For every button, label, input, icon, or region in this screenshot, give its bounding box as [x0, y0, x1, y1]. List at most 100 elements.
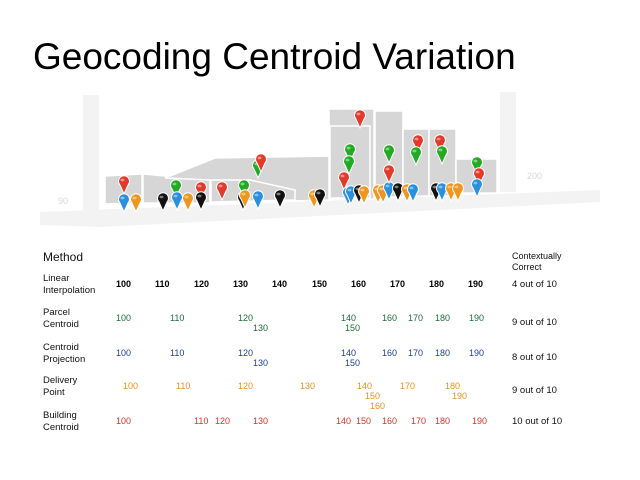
- method-label-line1: Parcel: [43, 307, 70, 318]
- right-address-label: 200: [527, 171, 542, 181]
- address-value: 170: [408, 313, 424, 323]
- address-value: 110: [155, 279, 170, 289]
- address-value: 140: [357, 381, 373, 391]
- contextually-correct-score: 9 out of 10: [512, 385, 557, 396]
- linear-pin-icon: [157, 192, 169, 213]
- contextually-correct-score: 4 out of 10: [512, 279, 557, 290]
- address-value: 130: [253, 416, 269, 426]
- building-pin-icon: [473, 167, 485, 188]
- address-value: 170: [411, 416, 427, 426]
- delivery-pin-icon: [452, 182, 464, 203]
- address-value: 120: [238, 381, 254, 391]
- method-label: Building Centroid: [43, 410, 79, 434]
- method-label-line2: Projection: [43, 354, 86, 365]
- address-value: 150: [365, 391, 381, 401]
- address-value: 190: [469, 313, 485, 323]
- method-label: Centroid Projection: [43, 342, 85, 366]
- delivery-pin-icon: [130, 193, 142, 214]
- address-value: 160: [382, 313, 398, 323]
- method-label-line1: Building: [43, 410, 77, 421]
- slide-title: Geocoding Centroid Variation: [33, 36, 516, 77]
- address-value: 160: [351, 279, 367, 289]
- building-pin-icon: [434, 134, 446, 155]
- building-pin-icon: [216, 181, 228, 202]
- address-value: 120: [215, 416, 231, 426]
- method-header: Method: [43, 250, 84, 264]
- address-value: 180: [435, 313, 451, 323]
- method-label-line2: Centroid: [43, 319, 79, 330]
- method-label-line1: Delivery: [43, 375, 78, 386]
- parcel-pin-icon: [383, 144, 395, 165]
- address-value: 130: [253, 323, 269, 333]
- address-value: 190: [452, 391, 468, 401]
- parcel-pin-icon: [410, 146, 422, 167]
- address-value: 170: [400, 381, 416, 391]
- address-value: 150: [345, 323, 361, 333]
- method-label-line2: Centroid: [43, 422, 79, 433]
- address-value: 100: [123, 381, 139, 391]
- address-value: 170: [408, 348, 424, 358]
- address-value: 120: [238, 313, 254, 323]
- building-pin-icon: [412, 134, 424, 155]
- method-label-line2: Point: [43, 387, 65, 398]
- address-value: 140: [341, 348, 357, 358]
- projection-pin-icon: [171, 191, 183, 212]
- address-value: 130: [233, 279, 249, 289]
- building-pin-icon: [195, 181, 207, 202]
- left-address-label: 90: [58, 196, 68, 206]
- parcel-pin-icon: [343, 155, 355, 176]
- address-value: 180: [435, 348, 451, 358]
- parcel-pin-icon: [436, 145, 448, 166]
- building-pin-icon: [338, 171, 350, 192]
- address-value: 120: [238, 348, 254, 358]
- address-value: 140: [341, 313, 357, 323]
- method-label-line1: Linear: [43, 273, 70, 284]
- contextually-correct-score: 9 out of 10: [512, 317, 557, 328]
- address-value: 190: [469, 348, 485, 358]
- address-value: 110: [170, 348, 185, 358]
- linear-pin-icon: [274, 189, 286, 210]
- delivery-pin-icon: [358, 185, 370, 206]
- address-value: 170: [390, 279, 406, 289]
- address-value: 100: [116, 348, 132, 358]
- address-value: 100: [116, 313, 132, 323]
- linear-pin-icon: [195, 191, 207, 212]
- linear-pin-icon: [314, 188, 326, 209]
- address-value: 110: [194, 416, 209, 426]
- address-value: 110: [170, 313, 185, 323]
- building-pin-icon: [118, 175, 130, 196]
- address-value: 130: [253, 358, 269, 368]
- delivery-pin-icon: [182, 192, 194, 213]
- address-value: 180: [435, 416, 451, 426]
- parcel-pin-icon: [238, 179, 250, 200]
- delivery-pin-icon: [239, 189, 251, 210]
- address-value: 160: [370, 401, 386, 411]
- side-street-left: [83, 95, 99, 210]
- projection-pin-icon: [471, 178, 483, 199]
- contextually-correct-score: 8 out of 10: [512, 352, 557, 363]
- address-value: 140: [336, 416, 352, 426]
- address-value: 140: [272, 279, 288, 289]
- contextually-correct-score: 10 out of 10: [512, 416, 563, 427]
- address-value: 160: [382, 416, 398, 426]
- address-value: 180: [429, 279, 445, 289]
- address-value: 150: [356, 416, 372, 426]
- projection-pin-icon: [252, 190, 264, 211]
- address-value: 100: [116, 416, 132, 426]
- main-road: [40, 190, 600, 227]
- building-pin-icon: [255, 153, 267, 174]
- address-value: 100: [116, 279, 132, 289]
- street-illustration: 90 200: [40, 92, 600, 227]
- address-value: 150: [345, 358, 361, 368]
- contextually-correct-header: Contextually Correct: [512, 251, 562, 273]
- method-label: Parcel Centroid: [43, 307, 79, 331]
- address-value: 130: [300, 381, 316, 391]
- parcel-pin-icon: [471, 156, 483, 177]
- address-value: 160: [382, 348, 398, 358]
- method-label: Linear Interpolation: [43, 273, 95, 297]
- method-label: Delivery Point: [43, 375, 77, 399]
- method-label-line1: Centroid: [43, 342, 79, 353]
- address-value: 190: [472, 416, 488, 426]
- address-value: 120: [194, 279, 210, 289]
- address-value: 110: [176, 381, 191, 391]
